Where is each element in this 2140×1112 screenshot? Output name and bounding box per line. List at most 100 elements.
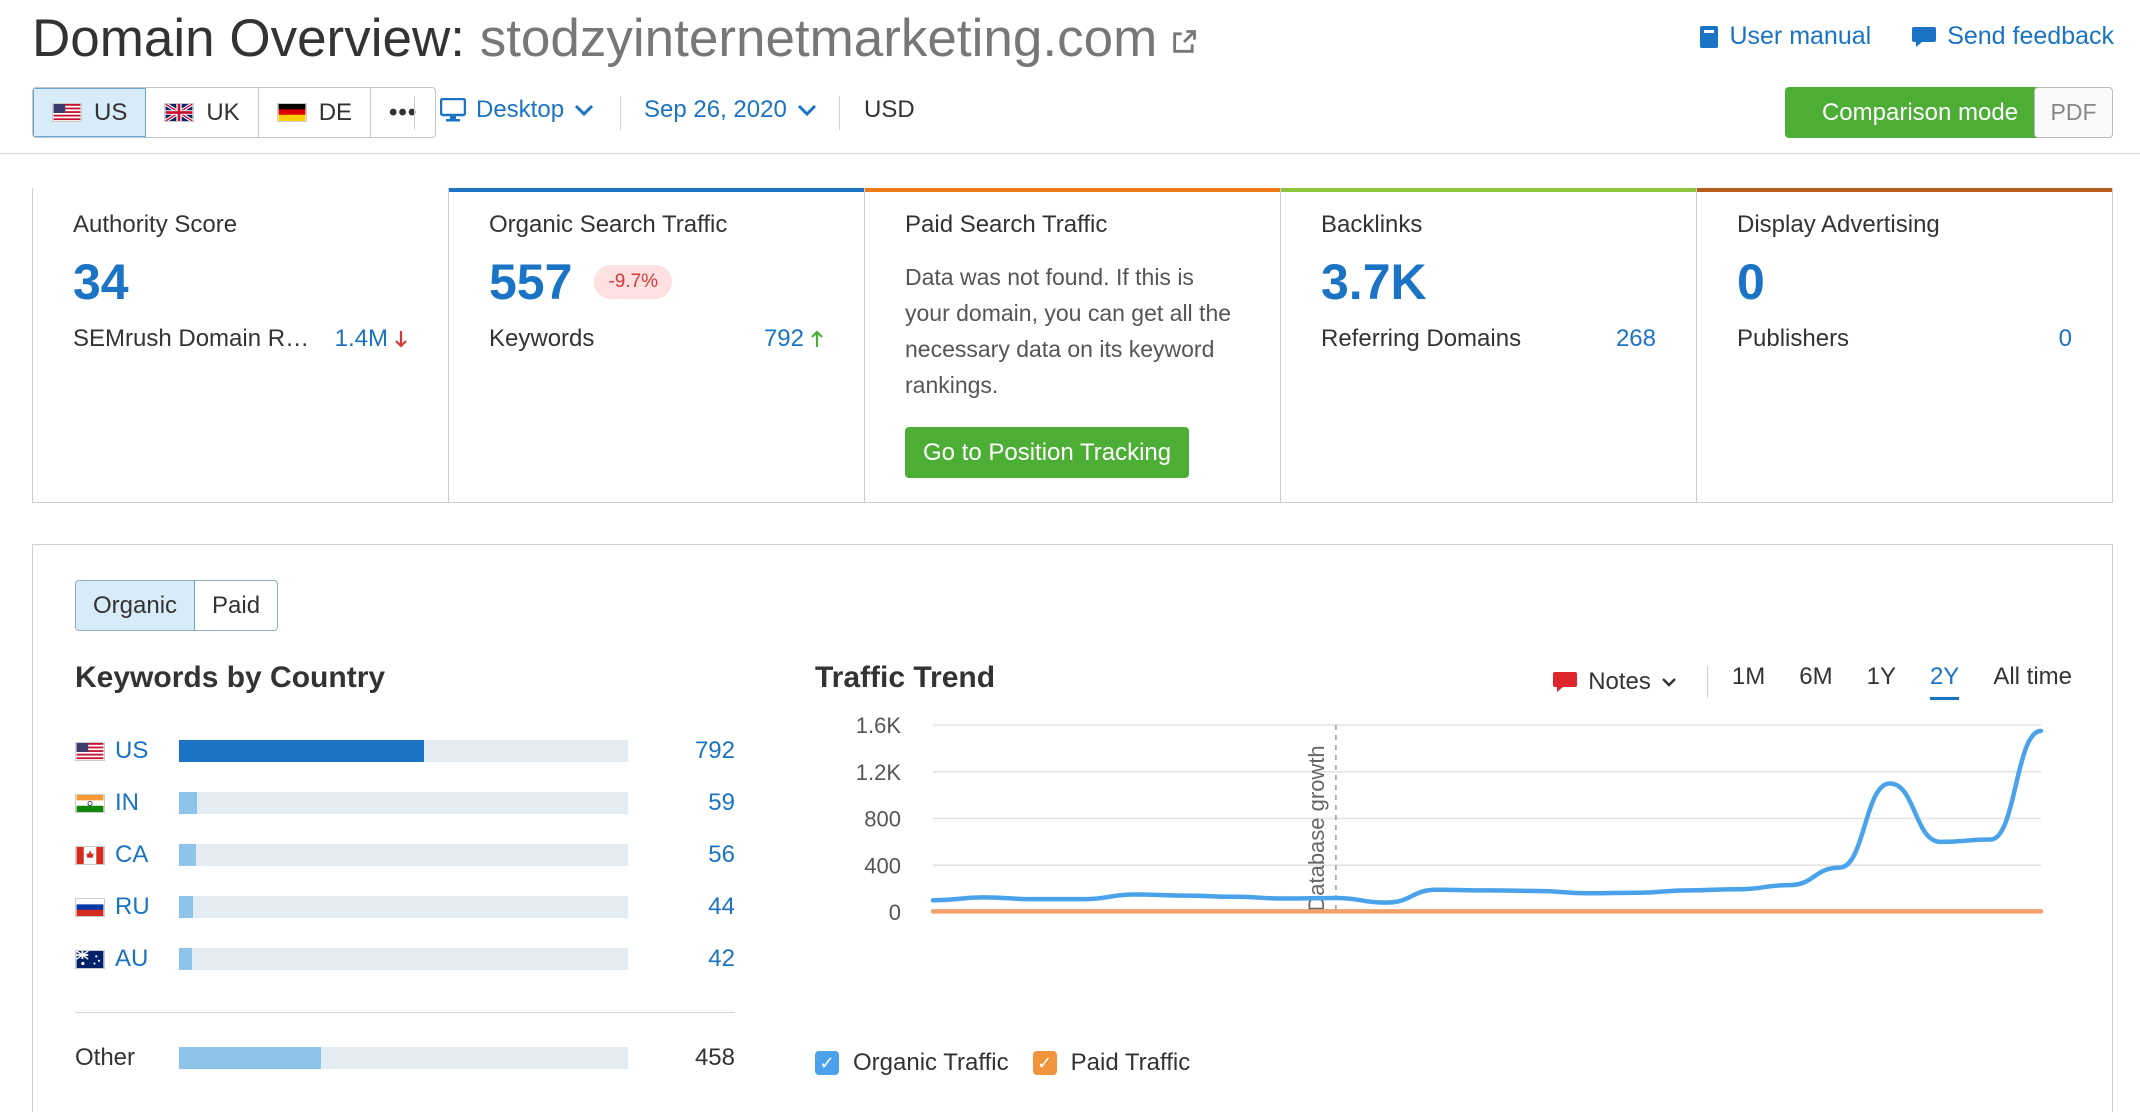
legend-label: Organic Traffic [853,1049,1009,1076]
range-6m[interactable]: 6M [1799,663,1833,690]
card-value[interactable]: 3.7K [1321,253,1656,311]
country-row-us[interactable]: US 792 [75,725,735,777]
paid-traffic-legend[interactable]: ✓ Paid Traffic [1032,1049,1191,1077]
country-keyword-count[interactable]: 792 [694,737,735,764]
country-keyword-count[interactable]: 44 [708,893,735,920]
range-1m[interactable]: 1M [1731,663,1766,690]
date-label: Sep 26, 2020 [644,96,787,123]
ca-flag-icon [75,845,105,865]
device-label: Desktop [476,96,565,123]
country-row-ru[interactable]: RU 44 [75,881,735,933]
publishers-count[interactable]: 0 [2058,325,2072,352]
paid-toggle-button[interactable]: Paid [212,591,261,619]
range-1y[interactable]: 1Y [1866,663,1896,690]
organic-search-traffic-card[interactable]: Organic Search Traffic 557 -9.7% Keyword… [449,188,865,502]
country-bar-track [179,740,628,762]
country-bar-track [179,948,628,970]
y-tick-label: 1.2K [856,760,902,785]
card-value[interactable]: 0 [1737,253,2072,311]
country-code[interactable]: RU [115,893,150,920]
country-bar-fill [179,1047,321,1069]
y-tick-label: 0 [889,900,901,925]
organic-traffic-legend[interactable]: ✓ Organic Traffic [815,1049,1009,1077]
user-manual-label: User manual [1729,22,1872,50]
country-keyword-count[interactable]: 59 [708,789,735,816]
card-value[interactable]: 34 [73,253,408,311]
chevron-down-icon [797,104,816,117]
country-keyword-count[interactable]: 56 [708,841,735,868]
country-row-au[interactable]: AU 42 [75,933,735,985]
card-title: Paid Search Traffic [905,211,1108,238]
divider [839,96,840,130]
divider [414,96,415,130]
country-code[interactable]: US [115,737,149,764]
backlinks-value: 3.7K [1321,254,1427,310]
annotation-label: Database growth [1304,745,1329,911]
card-row-value[interactable]: 1.4M [335,325,408,353]
send-feedback-label: Send feedback [1947,22,2114,50]
country-code[interactable]: CA [115,841,149,868]
external-link-icon[interactable] [1170,28,1198,56]
send-feedback-link[interactable]: Send feedback [1911,22,2114,51]
metric-cards: Authority Score 34 SEMrush Domain R… 1.4… [32,188,2113,503]
backlinks-card[interactable]: Backlinks 3.7K Referring Domains 268 [1281,188,1697,502]
divider [1706,665,1708,698]
card-row-value[interactable]: 792 [764,325,824,353]
date-selector[interactable]: Sep 26, 2020 [644,96,817,124]
chevron-down-icon [1662,677,1676,687]
authority-score-card[interactable]: Authority Score 34 SEMrush Domain R… 1.4… [33,188,449,502]
traffic-trend-title: Traffic Trend [815,661,996,694]
card-title: Backlinks [1321,211,1423,238]
card-accent-bar [449,188,864,192]
country-row-in[interactable]: IN 59 [75,777,735,829]
paid-search-traffic-card: Paid Search Traffic Data was not found. … [865,188,1281,502]
overview-panel: Organic Paid Keywords by Country US 792 IN… [32,544,2113,1112]
db-tab-us[interactable]: US [33,88,147,137]
pdf-button[interactable]: PDF [2034,87,2113,138]
card-value[interactable]: 557 -9.7% [489,253,824,311]
country-bar-track [179,792,628,814]
change-badge: -9.7% [594,265,673,299]
comparison-mode-button[interactable]: Comparison mode [1785,87,2055,138]
range-all-time[interactable]: All time [1993,663,2072,690]
organic-toggle-button[interactable]: Organic [76,581,196,630]
traffic-trend-chart[interactable]: 1.6K 1.2K 800 400 0 Database growth [803,710,2073,970]
y-tick-label: 400 [864,853,901,878]
country-row-ca[interactable]: CA 56 [75,829,735,881]
book-icon [1700,25,1719,48]
device-selector[interactable]: Desktop [440,96,594,124]
country-code[interactable]: AU [115,945,149,972]
checkbox-checked-icon[interactable]: ✓ [1032,1051,1057,1075]
card-title: Organic Search Traffic [489,211,728,238]
domain-name[interactable]: stodzyinternetmarketing.com [479,9,1158,68]
au-flag-icon [75,949,105,969]
range-2y[interactable]: 2Y [1929,663,1960,700]
country-bar-track [179,896,628,918]
card-row-label: Publishers [1737,325,1850,352]
other-label: Other [75,1044,136,1071]
organic-paid-toggle: Organic Paid [75,580,279,631]
card-row: Publishers 0 [1737,325,2072,353]
arrow-up-icon [811,330,823,347]
us-flag-icon [52,103,82,122]
card-accent-bar [1697,188,2112,192]
authority-score-value: 34 [73,254,129,310]
db-tab-de[interactable]: DE [259,88,372,137]
country-bar-fill [179,792,198,814]
more-databases-button[interactable]: ••• [371,88,435,137]
checkbox-checked-icon[interactable]: ✓ [815,1051,839,1075]
card-title: Authority Score [73,211,238,238]
go-to-position-tracking-button[interactable]: Go to Position Tracking [905,427,1190,478]
display-advertising-card[interactable]: Display Advertising 0 Publishers 0 [1697,188,2112,502]
page-title: Domain Overview: stodzyinternetmarketing… [32,8,1157,69]
divider [620,96,621,130]
user-manual-link[interactable]: User manual [1699,22,1871,51]
chart-legend: ✓ Organic Traffic ✓ Paid Traffic [815,1049,1190,1077]
referring-domains-count[interactable]: 268 [1615,325,1656,352]
country-code[interactable]: IN [115,789,139,816]
legend-label: Paid Traffic [1070,1049,1191,1076]
notes-dropdown[interactable]: Notes [1552,668,1677,696]
currency-label: USD [864,96,915,123]
country-keyword-count[interactable]: 42 [708,945,735,972]
db-tab-uk[interactable]: UK [146,88,259,137]
